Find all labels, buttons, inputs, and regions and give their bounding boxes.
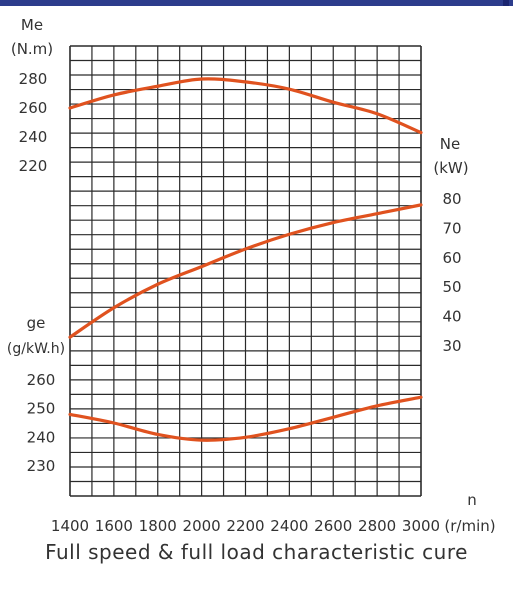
power-axis-label: Ne	[440, 135, 460, 153]
x-tick-label: 2200	[226, 517, 264, 535]
fuel-tick-label: 250	[27, 400, 56, 418]
x-axis-label: n	[467, 491, 477, 509]
x-tick-label: 1600	[95, 517, 133, 535]
curves	[68, 77, 423, 442]
x-tick-label: 2400	[270, 517, 308, 535]
torque-curve	[68, 77, 423, 135]
fuel-axis-unit: (g/kW.h)	[7, 341, 65, 357]
top-bar	[0, 0, 513, 6]
power-tick-label: 40	[442, 308, 461, 326]
fuel-axis-label: ge	[27, 314, 46, 332]
power-tick-label: 60	[442, 249, 461, 267]
power-axis-unit: (kW)	[433, 159, 468, 177]
x-tick-label: 3000	[402, 517, 440, 535]
fuel-consumption-curve	[68, 395, 423, 442]
torque-tick-label: 240	[19, 128, 48, 146]
torque-tick-label: 260	[19, 99, 48, 117]
power-tick-label: 30	[442, 337, 461, 355]
power-tick-label: 70	[442, 219, 461, 237]
torque-axis-unit: (N.m)	[11, 40, 53, 58]
power-curve	[68, 203, 423, 339]
fuel-tick-label: 260	[27, 371, 56, 389]
power-tick-label: 50	[442, 278, 461, 296]
torque-tick-label: 220	[19, 157, 48, 175]
x-tick-label: 1800	[139, 517, 177, 535]
tick-labels: 1400 1600 1800 2000 2200 2400 2600 2800 3000 280 2…	[19, 70, 462, 535]
torque-tick-label: 280	[19, 70, 48, 88]
axis-labels: Me (N.m) Ne (kW) ge (g/kW.h) n (r/min)	[7, 16, 496, 535]
characteristic-chart: Me (N.m) Ne (kW) ge (g/kW.h) n (r/min) 1…	[7, 16, 496, 535]
power-tick-label: 80	[442, 190, 461, 208]
x-axis-unit: (r/min)	[444, 517, 495, 535]
chart-caption: Full speed & full load characteristic cu…	[45, 540, 468, 564]
fuel-tick-label: 240	[27, 428, 56, 446]
grid	[69, 45, 422, 497]
fuel-tick-label: 230	[27, 457, 56, 475]
torque-axis-label: Me	[21, 16, 43, 34]
x-tick-label: 1400	[51, 517, 89, 535]
x-tick-label: 2600	[314, 517, 352, 535]
x-tick-label: 2000	[183, 517, 221, 535]
x-tick-label: 2800	[358, 517, 396, 535]
